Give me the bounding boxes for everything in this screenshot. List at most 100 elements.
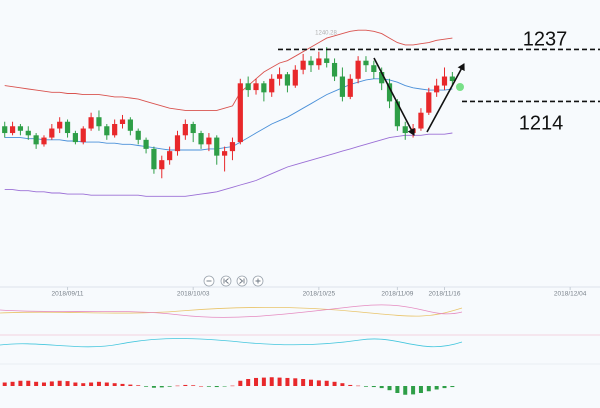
macd-bar (254, 377, 259, 386)
macd-bar (450, 386, 455, 388)
candle-body (229, 142, 236, 152)
candle-body (418, 112, 424, 129)
macd-bar (363, 386, 368, 387)
candle-body (261, 83, 267, 93)
macd-bar (144, 386, 149, 387)
macd-bar (112, 383, 117, 386)
overlay-line (4, 29, 453, 111)
candle-body (174, 135, 181, 152)
first-button[interactable] (220, 275, 232, 287)
macd-bar (434, 386, 439, 390)
macd-bar (395, 386, 400, 393)
macd-bar (2, 382, 7, 386)
macd-bar (324, 380, 329, 386)
macd-bar (411, 386, 416, 395)
candle-body (25, 130, 31, 136)
macd-bar (104, 382, 109, 386)
macd-bar (136, 385, 141, 386)
max-label: 1240.28 (315, 31, 337, 37)
macd-layer (2, 377, 455, 395)
candle-body (316, 58, 322, 66)
macd-bar (175, 385, 180, 387)
macd-bar (183, 384, 188, 386)
macd-bar (199, 386, 204, 387)
candle-body (80, 128, 86, 143)
candle-body (88, 117, 94, 129)
zoom-out-button[interactable] (203, 275, 215, 287)
macd-bar (340, 383, 345, 386)
candle-body (276, 74, 283, 79)
macd-bar (246, 379, 251, 386)
candle-body (143, 139, 149, 149)
candle-body (434, 85, 440, 93)
candle-body (159, 160, 165, 170)
macd-bar (159, 386, 164, 388)
macd-bar (41, 382, 46, 386)
macd-bar (426, 386, 431, 392)
macd-bar (277, 377, 282, 386)
x-tick-label: 2018/09/11 (52, 291, 84, 298)
macd-bar (308, 379, 313, 386)
macd-bar (261, 377, 266, 386)
overlay-layer (4, 29, 453, 197)
candle-body (347, 78, 353, 97)
macd-bar (214, 386, 219, 388)
candle-body (214, 137, 220, 156)
macd-bar (371, 386, 376, 388)
candle-body (151, 148, 157, 170)
candle-body (379, 72, 385, 84)
x-tick-label: 2018/12/04 (554, 291, 587, 298)
candle-body (331, 62, 338, 77)
macd-bar (96, 381, 101, 386)
candle-body (49, 128, 55, 138)
macd-bar (418, 386, 423, 393)
macd-bar (379, 386, 384, 389)
arrow-up (426, 63, 465, 133)
candle-body (104, 126, 110, 136)
candle-body (182, 124, 188, 136)
candle-body (284, 74, 291, 86)
candle-body (190, 124, 196, 134)
candle-body (112, 124, 118, 136)
overlay-line (4, 132, 453, 197)
candle-body (41, 137, 47, 145)
candle-body (253, 83, 259, 91)
x-tick-label: 2018/11/16 (428, 291, 460, 298)
candle-body (119, 119, 126, 124)
candle-body (339, 76, 346, 97)
candle-body (363, 60, 369, 66)
macd-bar (332, 381, 337, 386)
oscillator-line (0, 338, 463, 348)
macd-bar (18, 380, 23, 386)
candle-body (394, 101, 400, 127)
zoom-in-button[interactable] (252, 275, 264, 287)
candle-body (135, 130, 141, 140)
arrow-down (373, 57, 415, 136)
overlay-line (4, 78, 453, 151)
candle-body (324, 58, 330, 63)
macd-bar (73, 382, 78, 386)
macd-bar (57, 380, 62, 386)
macd-bar (356, 385, 361, 387)
candle-body (402, 126, 408, 134)
candle-body (449, 76, 455, 82)
candle-body (206, 137, 212, 145)
candle-body (17, 126, 24, 131)
macd-bar (191, 385, 196, 386)
macd-bar (387, 386, 392, 391)
candle-body (222, 151, 228, 156)
candle-body (127, 119, 133, 131)
last-button[interactable] (236, 275, 248, 287)
candle-body (198, 133, 204, 145)
macd-bar (442, 386, 447, 389)
macd-bar (301, 379, 306, 386)
candle-body (300, 60, 306, 70)
macd-bar (81, 383, 86, 386)
oscillator-line (0, 306, 463, 317)
candle-body (355, 60, 361, 79)
candle-body (245, 83, 251, 91)
candle-body (441, 76, 448, 86)
macd-bar (222, 386, 227, 387)
